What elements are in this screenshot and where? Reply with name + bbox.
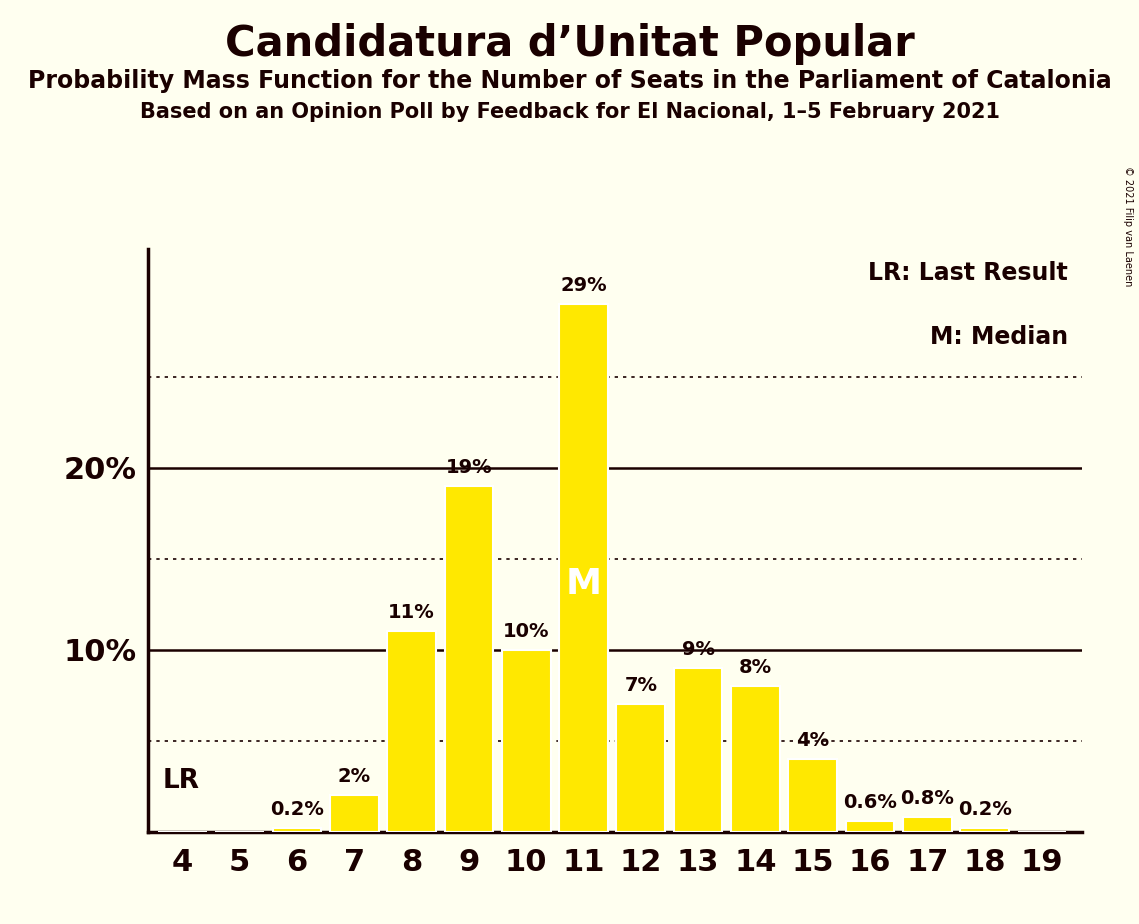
Bar (960, 828, 1009, 832)
Text: © 2021 Filip van Laenen: © 2021 Filip van Laenen (1123, 166, 1133, 286)
Text: M: Median: M: Median (929, 325, 1068, 349)
Bar (387, 631, 436, 832)
Bar (731, 686, 780, 832)
Text: 2%: 2% (338, 767, 371, 786)
Text: LR: Last Result: LR: Last Result (868, 261, 1068, 286)
Bar (788, 759, 837, 832)
Text: 8%: 8% (739, 658, 772, 677)
Bar (272, 828, 321, 832)
Text: 10%: 10% (503, 622, 549, 640)
Text: Candidatura d’Unitat Popular: Candidatura d’Unitat Popular (224, 23, 915, 65)
Text: 4%: 4% (796, 731, 829, 749)
Text: 19%: 19% (445, 458, 492, 477)
Bar (616, 704, 665, 832)
Text: Based on an Opinion Poll by Feedback for El Nacional, 1–5 February 2021: Based on an Opinion Poll by Feedback for… (139, 102, 1000, 122)
Text: LR: LR (163, 768, 199, 794)
Text: 29%: 29% (560, 276, 607, 295)
Bar (903, 817, 952, 832)
Bar (674, 668, 722, 832)
Text: 0.2%: 0.2% (270, 800, 323, 819)
Bar (502, 650, 550, 832)
Text: 0.2%: 0.2% (958, 800, 1011, 819)
Text: 11%: 11% (388, 603, 435, 623)
Bar (330, 796, 378, 832)
Text: Probability Mass Function for the Number of Seats in the Parliament of Catalonia: Probability Mass Function for the Number… (27, 69, 1112, 93)
Text: 7%: 7% (624, 676, 657, 695)
Text: 9%: 9% (681, 639, 714, 659)
Text: 0.8%: 0.8% (901, 789, 954, 808)
Bar (845, 821, 894, 832)
Text: M: M (566, 566, 601, 601)
Text: 0.6%: 0.6% (843, 793, 898, 811)
Bar (559, 304, 608, 832)
Bar (444, 486, 493, 832)
